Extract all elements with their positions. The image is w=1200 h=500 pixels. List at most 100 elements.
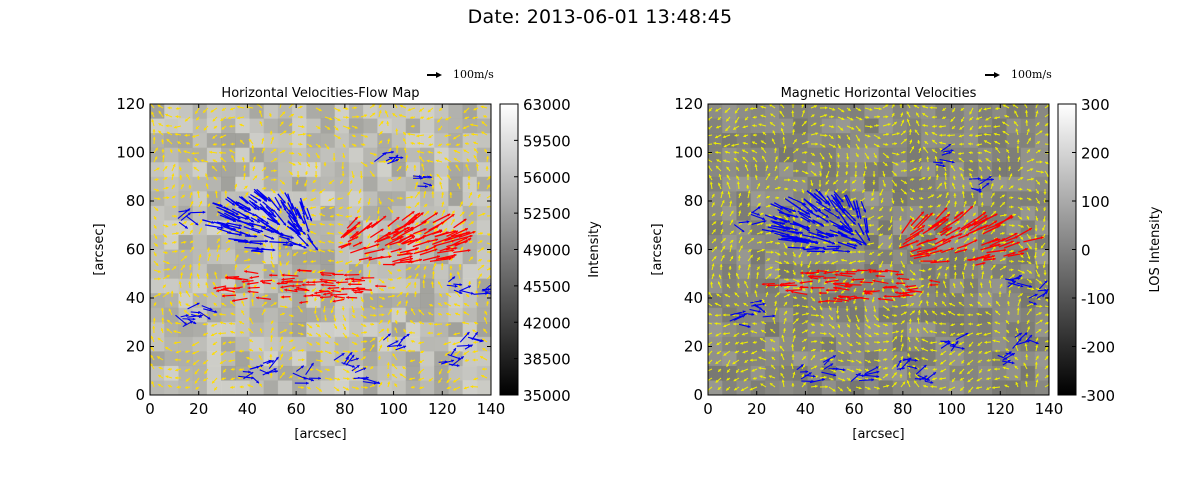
vector-arrowhead (979, 282, 983, 286)
vector-arrowhead (1016, 320, 1020, 323)
vector-arrowhead (164, 177, 168, 180)
vector-arrowhead (440, 221, 444, 225)
vector-arrowhead (802, 179, 806, 183)
vector-arrowhead (1014, 357, 1018, 360)
vector-arrowhead (184, 225, 188, 229)
vector-arrowhead (976, 332, 980, 336)
vector-arrowhead (914, 346, 918, 350)
vector-arrowhead (864, 166, 868, 170)
vector-arrowhead (178, 300, 182, 304)
vector-arrowhead (799, 234, 803, 238)
vector-arrowhead (154, 235, 158, 239)
vector-arrowhead (322, 309, 326, 313)
vector-arrowhead (368, 280, 372, 284)
vector-arrowhead (868, 334, 872, 337)
vector-arrowhead (488, 267, 491, 271)
vector-arrowhead (310, 367, 314, 371)
vector-arrowhead (777, 252, 781, 256)
vector-arrowhead (791, 382, 795, 386)
vector-arrowhead (158, 130, 162, 134)
vector-arrowhead (230, 142, 234, 146)
vector-arrowhead (972, 237, 976, 240)
vector-arrowhead (761, 329, 765, 333)
vector-arrowhead (1001, 202, 1005, 206)
vector-arrowhead (991, 192, 995, 196)
vector-arrowhead (444, 360, 448, 364)
vector-arrowhead (798, 254, 802, 258)
vector-arrowhead (1011, 223, 1015, 228)
vector-arrowhead (713, 141, 717, 145)
vector-arrowhead (166, 196, 170, 200)
vector-arrowhead (380, 121, 384, 125)
vector-arrowhead (743, 378, 747, 382)
vector-arrowhead (1019, 293, 1023, 297)
vector-arrowhead (744, 359, 748, 363)
vector-arrowhead (814, 384, 818, 388)
vector-arrowhead (742, 322, 746, 326)
vector-arrowhead (734, 158, 738, 161)
vector-arrowhead (814, 105, 817, 109)
vector-arrowhead (970, 293, 974, 297)
vector-arrowhead (816, 252, 820, 256)
vector-arrowhead (357, 287, 360, 292)
vector-arrowhead (185, 290, 189, 294)
vector-arrowhead (395, 128, 399, 132)
vector-arrowhead (955, 239, 959, 243)
vector-arrowhead (186, 359, 190, 363)
vector-arrowhead (251, 145, 255, 148)
vector-arrowhead (747, 272, 751, 275)
vector-arrowhead (455, 290, 459, 294)
vector-arrowhead (893, 382, 897, 386)
vector-arrowhead (306, 280, 309, 284)
vector-arrow (397, 252, 413, 256)
vector-arrowhead (263, 167, 266, 171)
vector-arrowhead (818, 279, 821, 283)
vector-arrowhead (297, 232, 301, 236)
vector-arrowhead (302, 221, 305, 225)
vector-arrowhead (766, 185, 770, 189)
vector-arrowhead (429, 175, 433, 179)
vector-arrow (256, 188, 272, 202)
vector-arrowhead (726, 118, 730, 122)
vector-arrowhead (166, 292, 170, 295)
vector-arrowhead (344, 335, 347, 339)
vector-arrowhead (708, 117, 711, 121)
vector-arrowhead (327, 249, 331, 253)
vector-arrowhead (913, 293, 917, 296)
vector-arrowhead (814, 365, 818, 369)
vector-arrowhead (931, 115, 935, 119)
vector-arrowhead (411, 308, 414, 312)
vector-arrowhead (451, 255, 455, 259)
vector-arrowhead (362, 348, 366, 352)
vector-arrowhead (317, 249, 321, 252)
vector-arrowhead (482, 338, 486, 342)
vector-arrowhead (779, 261, 783, 265)
vector-arrowhead (980, 202, 984, 205)
vector-arrowhead (824, 192, 828, 196)
vector-arrowhead (900, 112, 904, 116)
vector-arrowhead (760, 383, 764, 387)
vector-arrowhead (462, 126, 466, 130)
vector-arrowhead (157, 104, 161, 108)
vector-arrowhead (903, 160, 906, 164)
vector-arrowhead (778, 215, 782, 219)
vector-arrowhead (1021, 259, 1025, 263)
vector-arrowhead (802, 346, 805, 350)
vector-arrow (708, 302, 713, 307)
vector-arrowhead (260, 249, 264, 254)
vector-arrowhead (975, 386, 979, 390)
vector-arrowhead (150, 354, 154, 358)
vector-arrowhead (323, 163, 327, 167)
vector-arrowhead (319, 190, 323, 194)
vector-arrowhead (310, 362, 314, 366)
vector-arrowhead (915, 373, 919, 377)
vector-arrowhead (269, 372, 273, 376)
vector-arrowhead (292, 162, 296, 166)
vector-arrowhead (438, 379, 442, 383)
vector-arrowhead (708, 361, 711, 365)
colorbar-tick-label: 42000 (523, 314, 571, 332)
vector-arrowhead (193, 362, 197, 365)
vector-arrowhead (398, 276, 402, 280)
vector-arrowhead (939, 322, 942, 326)
vector-arrowhead (280, 233, 284, 237)
